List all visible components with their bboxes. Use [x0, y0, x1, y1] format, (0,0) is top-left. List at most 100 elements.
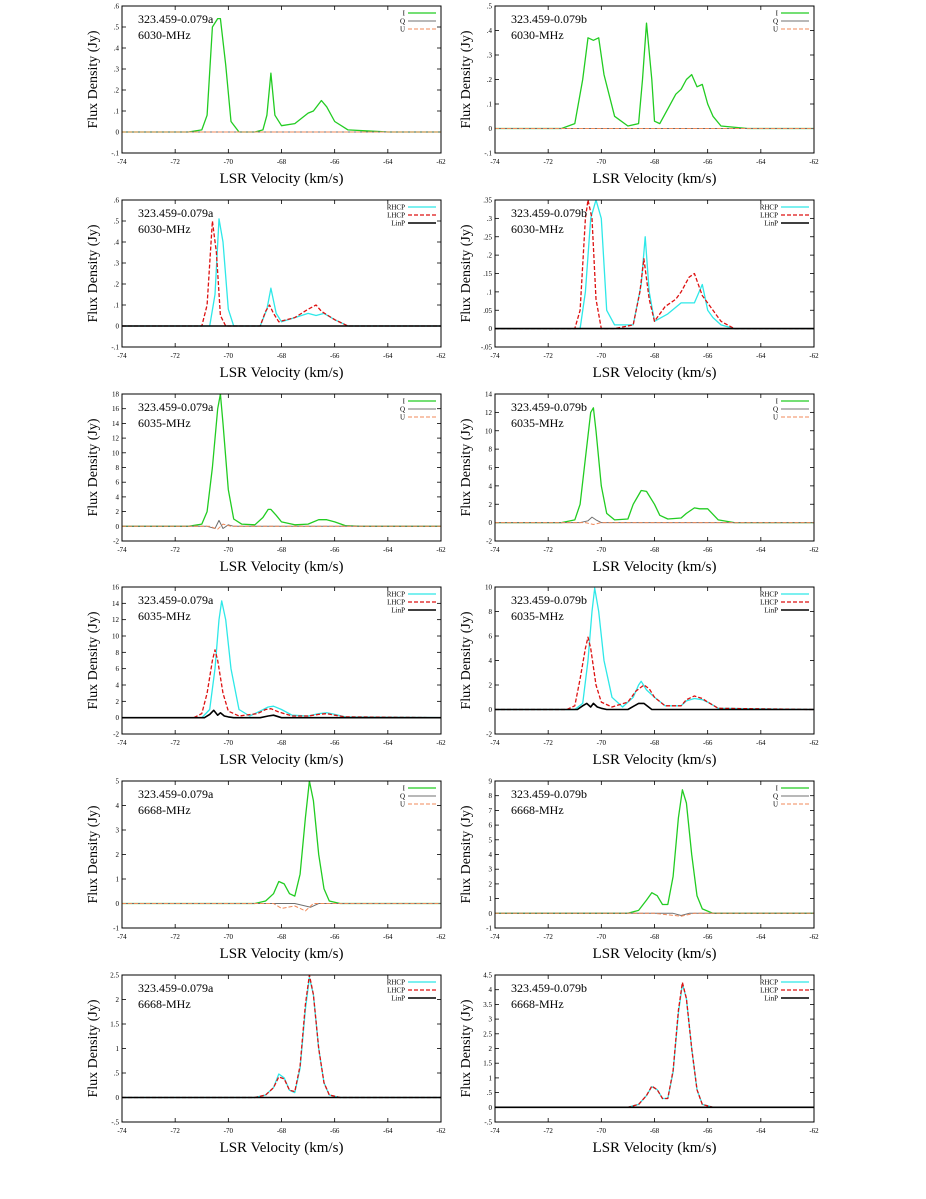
- x-tick-label: -74: [117, 1127, 127, 1135]
- legend-label: LHCP: [387, 212, 405, 220]
- series-line-u: [122, 903, 441, 912]
- legend-label: I: [403, 398, 406, 406]
- y-tick-label: .5: [487, 1089, 493, 1097]
- x-tick-label: -74: [490, 739, 500, 747]
- x-tick-label: -64: [756, 739, 766, 747]
- x-tick-label: -66: [330, 933, 340, 941]
- x-tick-label: -72: [543, 546, 553, 554]
- y-tick-label: .15: [483, 270, 492, 278]
- chart-panel-1: -74 -72 -70 -68 -66 -64 -62 -.1 0 .1 .2 .3 .4 .5 .6 323…: [86, 3, 446, 188]
- y-tick-label: 0: [116, 129, 120, 137]
- y-tick-label: 5: [116, 778, 120, 786]
- y-tick-label: 6: [489, 633, 493, 641]
- y-tick-label: 1: [116, 876, 120, 884]
- plot-frame: [494, 393, 815, 542]
- x-tick-label: -62: [809, 352, 819, 360]
- x-tick-label: -64: [756, 158, 766, 166]
- legend-label: I: [776, 398, 779, 406]
- y-tick-label: 4.5: [483, 972, 492, 980]
- y-tick-label: -.1: [111, 150, 119, 158]
- y-tick-label: -2: [486, 538, 492, 546]
- y-tick-label: 0: [116, 323, 120, 331]
- x-tick-label: -66: [703, 933, 713, 941]
- frequency-annotation: 6035-MHz: [138, 609, 191, 623]
- y-axis-label: Flux Density (Jy): [459, 418, 474, 516]
- y-tick-label: 10: [485, 584, 493, 592]
- x-tick-label: -70: [597, 739, 607, 747]
- x-tick-label: -68: [650, 546, 660, 554]
- legend-label: I: [776, 785, 779, 793]
- y-axis-label: Flux Density (Jy): [459, 30, 474, 128]
- frequency-annotation: 6668-MHz: [138, 997, 191, 1011]
- y-axis-label: Flux Density (Jy): [459, 224, 474, 322]
- legend-label: LinP: [764, 607, 778, 615]
- source-name-annotation: 323.459-0.079b: [511, 593, 587, 607]
- chart-panel-5: -74 -72 -70 -68 -66 -64 -62 -2 0 2 4 6 8 10 12 14 16 18 32…: [86, 391, 446, 576]
- y-tick-label: 8: [116, 649, 120, 657]
- source-name-annotation: 323.459-0.079a: [138, 593, 214, 607]
- series-line-rhcp: [122, 600, 441, 719]
- chart-panel-6: -74 -72 -70 -68 -66 -64 -62 -2 0 2 4 6 8 10 12 14 323.45…: [459, 391, 819, 576]
- x-tick-label: -70: [597, 546, 607, 554]
- x-axis-label: LSR Velocity (km/s): [593, 1140, 717, 1156]
- legend: IQU: [773, 10, 809, 34]
- x-tick-label: -70: [597, 1127, 607, 1135]
- y-tick-label: 2: [489, 1045, 493, 1053]
- series-line-lhcp: [495, 981, 814, 1108]
- y-tick-label: 1: [116, 1045, 120, 1053]
- y-tick-label: 4: [489, 482, 493, 490]
- y-tick-label: .25: [483, 233, 492, 241]
- series-line-i: [122, 394, 441, 527]
- series-line-lhcp: [495, 636, 814, 711]
- legend-label: RHCP: [760, 591, 778, 599]
- y-tick-label: 4: [116, 802, 120, 810]
- plot-frame: [121, 586, 442, 735]
- legend-label: I: [403, 785, 406, 793]
- y-tick-label: 0: [489, 125, 493, 133]
- x-tick-label: -64: [756, 546, 766, 554]
- y-tick-label: 8: [489, 446, 493, 454]
- y-tick-label: 18: [112, 391, 120, 399]
- frequency-annotation: 6668-MHz: [138, 803, 191, 817]
- y-tick-label: 16: [112, 584, 120, 592]
- source-name-annotation: 323.459-0.079a: [138, 787, 214, 801]
- x-tick-label: -62: [436, 1127, 446, 1135]
- y-tick-label: 4: [116, 682, 120, 690]
- y-tick-label: 2: [116, 698, 120, 706]
- legend-label: U: [400, 414, 405, 422]
- y-tick-label: 6: [116, 665, 120, 673]
- y-tick-label: 2.5: [483, 1030, 492, 1038]
- y-tick-label: .5: [114, 24, 120, 32]
- y-tick-label: -2: [486, 731, 492, 739]
- x-tick-label: -70: [597, 158, 607, 166]
- y-tick-label: 4: [489, 986, 493, 994]
- y-tick-label: 3: [116, 827, 120, 835]
- plot-frame: [494, 5, 815, 154]
- series-line-rhcp: [495, 587, 814, 711]
- x-tick-label: -64: [383, 739, 393, 747]
- y-tick-label: 3: [489, 866, 493, 874]
- y-tick-label: 0: [489, 910, 493, 918]
- x-tick-label: -66: [330, 739, 340, 747]
- x-tick-label: -62: [809, 933, 819, 941]
- y-axis-label: Flux Density (Jy): [86, 805, 101, 903]
- chart-panel-7: -74 -72 -70 -68 -66 -64 -62 -2 0 2 4 6 8 10 12 14 16 323.…: [86, 584, 446, 769]
- x-tick-label: -68: [650, 158, 660, 166]
- legend-label: RHCP: [760, 979, 778, 987]
- legend-label: LinP: [391, 220, 405, 228]
- y-tick-label: 2: [489, 880, 493, 888]
- x-tick-label: -62: [809, 1127, 819, 1135]
- series-line-i: [122, 781, 441, 905]
- series-line-u: [122, 523, 441, 530]
- y-tick-label: .4: [114, 239, 120, 247]
- legend-label: LHCP: [760, 599, 778, 607]
- x-tick-label: -66: [330, 546, 340, 554]
- y-tick-label: 3: [489, 1016, 493, 1024]
- legend-label: LHCP: [387, 987, 405, 995]
- series-line-i: [495, 22, 814, 130]
- series-group: [122, 17, 441, 133]
- x-tick-label: -62: [436, 739, 446, 747]
- y-tick-label: .35: [483, 197, 492, 205]
- series-group: [495, 407, 814, 525]
